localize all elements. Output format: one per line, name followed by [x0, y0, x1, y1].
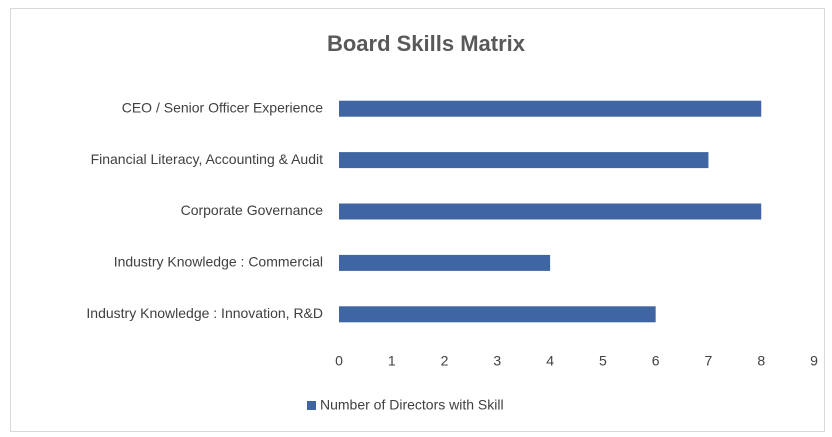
x-tick-label: 4: [546, 353, 554, 369]
x-tick-label: 5: [599, 353, 607, 369]
y-tick-label: Industry Knowledge : Innovation, R&D: [86, 305, 323, 321]
bar: [339, 306, 656, 323]
x-tick-label: 2: [441, 353, 449, 369]
legend-label: Number of Directors with Skill: [320, 397, 504, 413]
y-tick-label: Corporate Governance: [181, 202, 324, 218]
x-tick-label: 7: [705, 353, 713, 369]
y-tick-label: CEO / Senior Officer Experience: [122, 99, 323, 115]
legend-swatch: [307, 401, 316, 410]
x-tick-label: 6: [652, 353, 660, 369]
y-tick-label: Financial Literacy, Accounting & Audit: [91, 151, 324, 167]
chart-title: Board Skills Matrix: [327, 31, 526, 56]
x-tick-label: 8: [757, 353, 765, 369]
y-tick-label: Industry Knowledge : Commercial: [114, 254, 323, 270]
bar: [339, 254, 551, 271]
x-tick-label: 3: [493, 353, 501, 369]
x-tick-label: 0: [335, 353, 343, 369]
bar: [339, 203, 762, 220]
bar: [339, 152, 709, 169]
x-tick-label: 1: [388, 353, 396, 369]
x-tick-label: 9: [810, 353, 818, 369]
bar: [339, 100, 762, 117]
chart-frame: [10, 8, 825, 432]
